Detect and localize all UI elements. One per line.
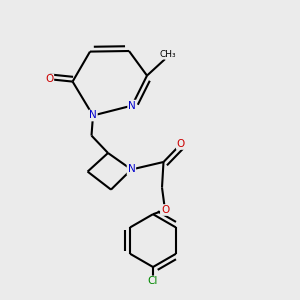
- Text: N: N: [128, 164, 135, 175]
- Text: N: N: [89, 110, 97, 121]
- Text: O: O: [177, 139, 185, 149]
- Text: O: O: [45, 74, 53, 84]
- Text: CH₃: CH₃: [159, 50, 176, 59]
- Text: N: N: [128, 100, 136, 111]
- Text: Cl: Cl: [148, 276, 158, 286]
- Text: O: O: [161, 205, 169, 215]
